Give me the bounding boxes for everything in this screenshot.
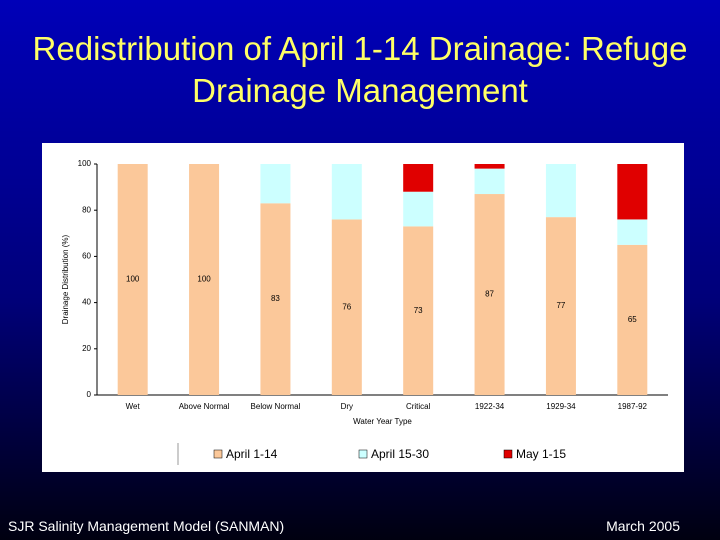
bar-segment (331, 219, 362, 395)
bar-segment (403, 226, 434, 395)
x-tick-label: 1922-34 (475, 402, 505, 411)
x-tick-label: Dry (341, 402, 353, 411)
data-label: 65 (628, 315, 637, 324)
bar-segment (545, 164, 576, 218)
y-axis-title: Drainage Distribution (%) (61, 234, 70, 324)
legend-swatch (213, 449, 223, 459)
bar-segment (403, 164, 434, 192)
bar-segment (403, 191, 434, 227)
bar-segment (617, 244, 648, 395)
data-label: 87 (485, 290, 494, 299)
legend-label: April 15-30 (371, 447, 429, 461)
data-label: 83 (271, 294, 280, 303)
y-tick-label: 100 (78, 159, 92, 168)
bar-segment (117, 164, 148, 395)
bar-segment (260, 203, 291, 395)
footer-right: March 2005 (606, 518, 680, 534)
x-tick-label: 1929-34 (546, 402, 576, 411)
bar-segment (260, 164, 291, 204)
x-tick-label: Critical (406, 402, 431, 411)
bar-segment (474, 168, 505, 195)
x-tick-label: Above Normal (179, 402, 230, 411)
slide-title: Redistribution of April 1-14 Drainage: R… (32, 30, 688, 109)
y-tick-label: 60 (82, 252, 91, 261)
x-tick-label: Below Normal (251, 402, 301, 411)
bar-segment (545, 217, 576, 395)
x-tick-label: 1987-92 (618, 402, 648, 411)
x-tick-label: Wet (126, 402, 141, 411)
bar-segment (474, 194, 505, 395)
legend-label: April 1-14 (226, 447, 278, 461)
legend-swatch (503, 449, 513, 459)
data-label: 77 (556, 301, 565, 310)
legend-label: May 1-15 (516, 447, 566, 461)
data-label: 73 (414, 306, 423, 315)
chart-panel (42, 143, 684, 472)
bar-segment (331, 164, 362, 220)
bar-segment (617, 219, 648, 245)
y-tick-label: 80 (82, 205, 91, 214)
legend-swatch (358, 449, 368, 459)
bar-segment (474, 164, 505, 169)
data-label: 100 (197, 275, 211, 284)
y-tick-label: 0 (87, 390, 92, 399)
data-label: 100 (126, 275, 140, 284)
bar-segment (189, 164, 220, 395)
y-tick-label: 20 (82, 344, 91, 353)
x-axis-title: Water Year Type (353, 417, 412, 426)
y-tick-label: 40 (82, 298, 91, 307)
footer-left: SJR Salinity Management Model (SANMAN) (8, 518, 285, 534)
bar-segment (617, 164, 648, 220)
data-label: 76 (342, 302, 351, 311)
